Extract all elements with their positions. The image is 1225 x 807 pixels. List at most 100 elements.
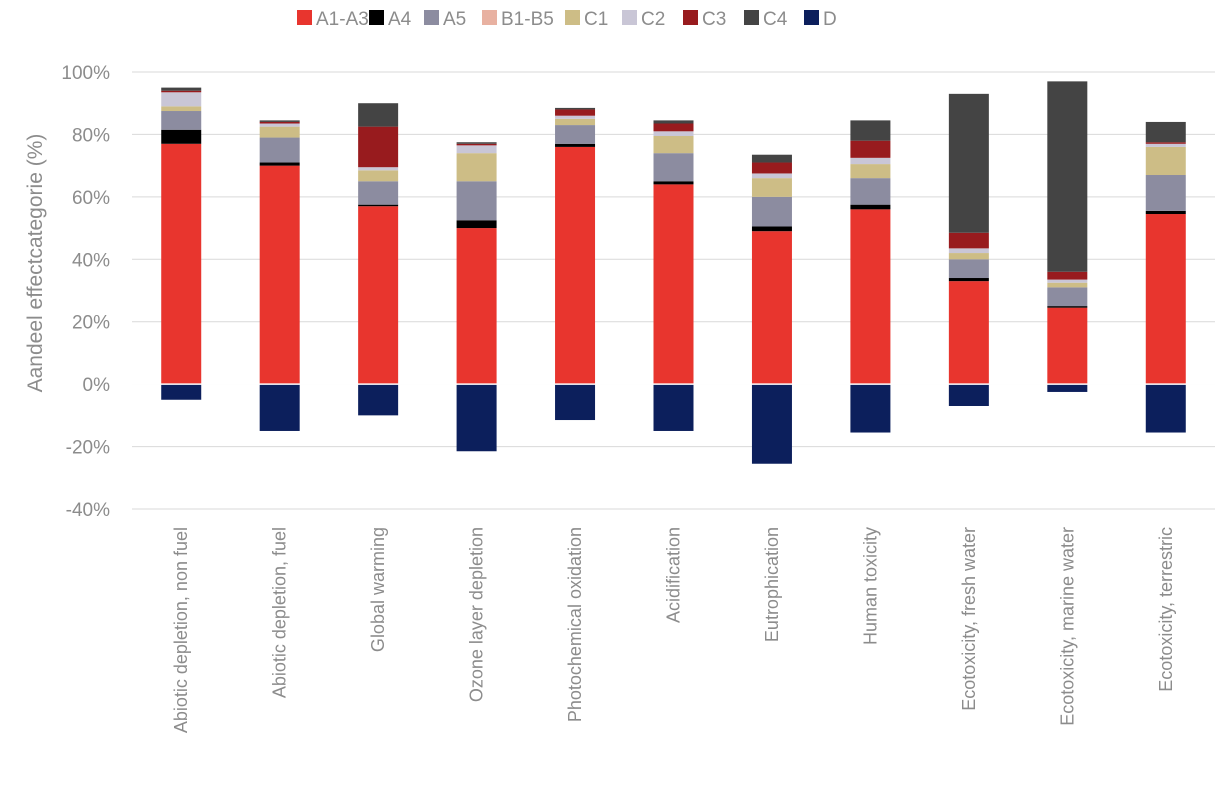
x-tick-label: Ozone layer depletion — [467, 527, 487, 702]
bar-segment-c2 — [1146, 144, 1186, 147]
bar-segment-a1-a3 — [457, 228, 497, 384]
bar-segment-a5 — [654, 153, 694, 181]
bar-segment-c4 — [260, 120, 300, 122]
bar-segment-c3 — [752, 163, 792, 174]
bar-segment-c2 — [850, 158, 890, 164]
bar-segment-c3 — [1047, 272, 1087, 280]
bar-segment-d — [161, 384, 201, 400]
legend-item-c2: C2 — [622, 9, 665, 30]
y-tick-label: 100% — [61, 63, 110, 84]
bar-segment-c1 — [752, 178, 792, 197]
x-tick-label: Acidification — [664, 527, 684, 623]
y-axis-title: Aandeel effectcategorie (%) — [24, 134, 47, 393]
bar-segment-c1 — [555, 119, 595, 125]
bar-segment-c4 — [358, 103, 398, 126]
bar-segment-c2 — [654, 131, 694, 136]
bar-group-ecotoxicity-fresh-water — [949, 94, 989, 406]
bar-segment-c2 — [260, 124, 300, 127]
legend-swatch — [369, 10, 384, 25]
x-tick-label: Ecotoxicity, marine water — [1057, 527, 1077, 726]
bar-segment-d — [1146, 384, 1186, 432]
bar-segment-d — [654, 384, 694, 431]
bar-segment-a4 — [358, 205, 398, 207]
bar-segment-a1-a3 — [260, 166, 300, 385]
bar-segment-c4 — [654, 120, 694, 123]
bar-segment-a4 — [752, 227, 792, 232]
legend-label: D — [823, 9, 837, 30]
legend: A1-A3 A4 A5 B1-B5 C1 C2 C3 C4 D — [297, 9, 837, 30]
bar-segment-a5 — [358, 181, 398, 204]
legend-label: A4 — [388, 9, 412, 30]
bar-segment-d — [1047, 384, 1087, 392]
bar-segment-c2 — [358, 167, 398, 170]
legend-swatch — [744, 10, 759, 25]
bar-segment-c3 — [260, 122, 300, 124]
legend-swatch — [297, 10, 312, 25]
bar-segment-c2 — [457, 145, 497, 153]
bar-group-photochemical-oxidation — [555, 108, 595, 420]
x-tick-label: Ecotoxicity, terrestric — [1156, 527, 1176, 692]
bar-segment-a4 — [1146, 211, 1186, 214]
bar-segment-c3 — [850, 141, 890, 158]
bar-segment-a1-a3 — [752, 231, 792, 384]
bar-segment-a5 — [555, 125, 595, 144]
bar-segment-a4 — [949, 278, 989, 281]
bar-segment-c4 — [1146, 122, 1186, 142]
bar-segment-c1 — [1146, 147, 1186, 175]
bar-segment-c3 — [949, 233, 989, 249]
bar-group-ecotoxicity-marine-water — [1047, 81, 1087, 392]
bar-segment-d — [555, 384, 595, 420]
legend-item-a1-a3: A1-A3 — [297, 9, 369, 30]
legend-swatch — [424, 10, 439, 25]
bar-segment-c4 — [752, 155, 792, 163]
legend-swatch — [622, 10, 637, 25]
bar-group-ozone-layer-depletion — [457, 142, 497, 451]
legend-item-b1-b5: B1-B5 — [482, 9, 554, 30]
y-tick-label: 60% — [72, 188, 110, 209]
bar-segment-a1-a3 — [358, 206, 398, 384]
bar-segment-c3 — [457, 144, 497, 146]
bar-segment-a5 — [949, 259, 989, 278]
bar-segment-a4 — [1047, 306, 1087, 308]
bar-segment-c4 — [161, 88, 201, 91]
y-tick-label: -40% — [66, 500, 110, 521]
legend-label: C4 — [763, 9, 788, 30]
bar-segment-c4 — [1047, 81, 1087, 271]
legend-item-c3: C3 — [683, 9, 726, 30]
legend-label: C2 — [641, 9, 665, 30]
bar-segment-a5 — [1047, 287, 1087, 306]
bar-segment-a5 — [260, 138, 300, 163]
bar-segment-d — [752, 384, 792, 464]
x-axis: Abiotic depletion, non fuel Abiotic deple… — [171, 527, 1176, 733]
bar-segment-c1 — [949, 253, 989, 259]
x-tick-label: Abiotic depletion, non fuel — [171, 527, 191, 733]
bar-segment-a4 — [161, 130, 201, 144]
bar-segment-c4 — [457, 142, 497, 144]
bar-segment-a1-a3 — [555, 147, 595, 384]
bar-segment-c2 — [555, 116, 595, 119]
bar-segment-a1-a3 — [850, 209, 890, 384]
bar-segment-c2 — [949, 248, 989, 253]
bar-segment-c1 — [260, 127, 300, 138]
bar-segment-d — [358, 384, 398, 415]
y-tick-label: -20% — [66, 438, 110, 459]
bar-group-eutrophication — [752, 155, 792, 464]
bar-segment-d — [457, 384, 497, 451]
bar-segment-a5 — [161, 111, 201, 130]
bar-segment-c1 — [654, 136, 694, 153]
bar-segment-a1-a3 — [1047, 308, 1087, 384]
y-tick-label: 80% — [72, 125, 110, 146]
bar-group-human-toxicity — [850, 120, 890, 432]
legend-swatch — [804, 10, 819, 25]
bar-segment-a1-a3 — [654, 184, 694, 384]
bar-segment-a4 — [654, 181, 694, 184]
legend-label: B1-B5 — [501, 9, 554, 30]
x-tick-label: Human toxicity — [860, 527, 880, 645]
bar-group-ecotoxicity-terrestric — [1146, 122, 1186, 433]
legend-item-c4: C4 — [744, 9, 788, 30]
y-axis: -40%-20%0%20%40%60%80%100% — [61, 63, 110, 521]
bar-segment-c1 — [850, 164, 890, 178]
legend-swatch — [482, 10, 497, 25]
bar-segment-c4 — [850, 120, 890, 140]
